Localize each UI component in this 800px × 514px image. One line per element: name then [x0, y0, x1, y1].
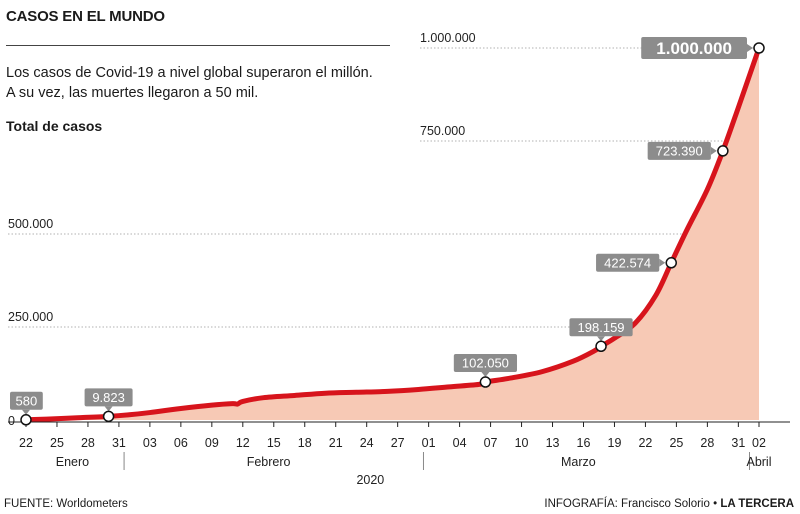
x-tick-label: 24 — [360, 436, 374, 450]
data-point — [595, 340, 607, 353]
description-line-2: A su vez, las muertes llegaron a 50 mil. — [6, 85, 259, 101]
callout-pointer — [747, 44, 753, 52]
data-point — [717, 145, 729, 157]
chart-description: Los casos de Covid-19 a nivel global sup… — [6, 63, 406, 103]
year-label: 2020 — [356, 473, 384, 487]
x-tick-label: 31 — [112, 436, 126, 450]
x-tick-label: 19 — [608, 436, 622, 450]
x-tick-label: 21 — [329, 436, 343, 450]
y-tick-label: 250.000 — [8, 310, 53, 324]
value-label: 723.390 — [656, 144, 703, 159]
month-label: Marzo — [561, 455, 596, 469]
value-label: 1.000.000 — [656, 39, 732, 58]
x-tick-label: 03 — [143, 436, 157, 450]
credit-prefix: INFOGRAFÍA: Francisco Solorio • — [544, 498, 721, 510]
data-point — [665, 257, 677, 269]
callout-pointer — [597, 336, 606, 342]
x-tick-label: 06 — [174, 436, 188, 450]
x-tick-label: 01 — [422, 436, 436, 450]
data-point — [20, 414, 32, 426]
data-markers: 580 9.823 102.050 198.159 422.574 723.390 1.00… — [10, 37, 765, 426]
value-callout — [453, 354, 518, 373]
x-tick-label: 22 — [638, 436, 652, 450]
description-line-1: Los casos de Covid-19 a nivel global sup… — [6, 65, 373, 81]
area-fill — [26, 48, 759, 420]
x-tick-label: 13 — [546, 436, 560, 450]
y-tick-label: 500.000 — [8, 217, 53, 231]
callout-pointer — [659, 258, 666, 267]
y-tick-label: 750.000 — [420, 124, 465, 138]
value-callout — [647, 141, 711, 160]
y-tick-label: 0 — [8, 414, 15, 428]
month-labels: Enero Febrero Marzo Abril 2020 — [56, 452, 772, 487]
x-tick-label: 28 — [700, 436, 714, 450]
x-tick-label: 04 — [453, 436, 467, 450]
credit-brand: LA TERCERA — [720, 498, 794, 510]
x-tick-label: 15 — [267, 436, 281, 450]
month-label: Febrero — [247, 455, 291, 469]
x-tick-label: 02 — [752, 436, 766, 450]
value-label: 198.159 — [578, 320, 625, 335]
x-tick-label: 27 — [391, 436, 405, 450]
value-callout — [10, 391, 43, 410]
credit-note: INFOGRAFÍA: Francisco Solorio • LA TERCE… — [544, 498, 794, 510]
value-callout — [84, 388, 133, 407]
data-point — [753, 42, 765, 54]
source-note: FUENTE: Worldometers — [4, 498, 128, 510]
month-label: Abril — [746, 455, 771, 469]
month-label: Enero — [56, 455, 89, 469]
gridlines: 0 250.000 500.000 750.000 1.000.000 — [8, 31, 759, 428]
x-tick-label: 25 — [50, 436, 64, 450]
x-tick-label: 09 — [205, 436, 219, 450]
x-axis-ticks: 22 25 28 31 03 06 09 12 15 18 21 24 27 01 04 07 10 13 16 19… — [19, 422, 766, 450]
chart-subtitle: Total de casos — [6, 118, 103, 134]
value-callout — [641, 37, 747, 59]
callout-pointer — [481, 372, 490, 378]
x-tick-label: 12 — [236, 436, 250, 450]
x-tick-label: 18 — [298, 436, 312, 450]
value-label: 102.050 — [462, 356, 509, 371]
x-tick-label: 28 — [81, 436, 95, 450]
callout-pointer — [104, 406, 113, 412]
title-divider — [6, 45, 390, 46]
x-tick-label: 07 — [484, 436, 498, 450]
x-tick-label: 10 — [515, 436, 529, 450]
callout-pointer — [710, 146, 717, 155]
x-tick-label: 25 — [669, 436, 683, 450]
value-label: 422.574 — [604, 255, 651, 270]
value-callout — [569, 318, 633, 337]
value-label: 580 — [16, 393, 38, 408]
value-callout — [596, 253, 660, 272]
series-line — [23, 45, 762, 423]
x-tick-label: 31 — [731, 436, 745, 450]
y-tick-label: 1.000.000 — [420, 31, 476, 45]
chart-title: CASOS EN EL MUNDO — [6, 8, 165, 25]
data-point — [479, 376, 492, 388]
x-tick-label: 16 — [577, 436, 591, 450]
value-label: 9.823 — [92, 390, 125, 405]
data-point — [102, 410, 115, 423]
callout-pointer — [22, 409, 30, 415]
x-tick-label: 22 — [19, 436, 33, 450]
